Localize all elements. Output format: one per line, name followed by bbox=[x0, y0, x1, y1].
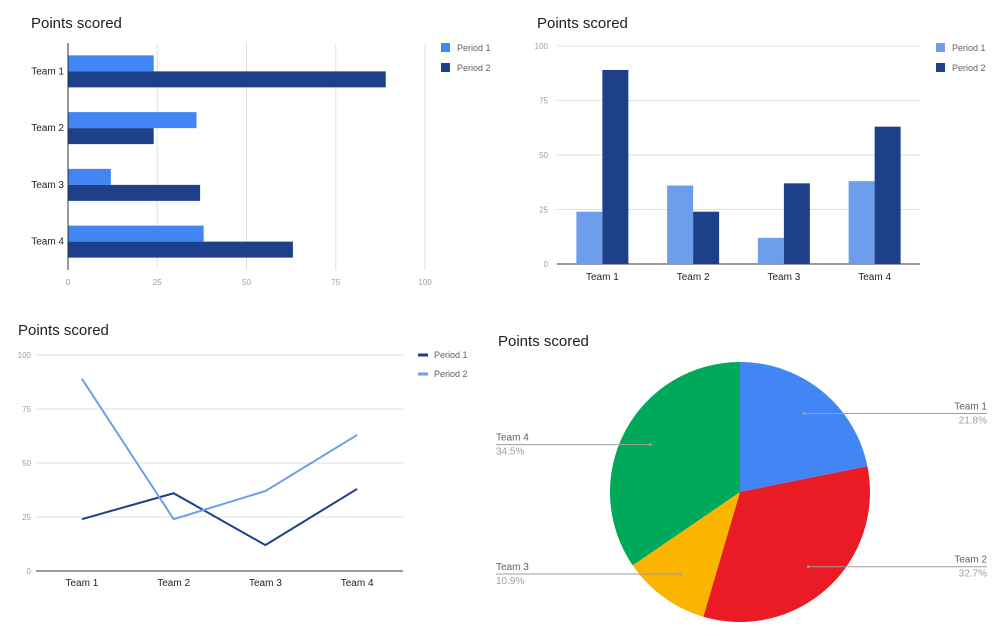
bar bbox=[68, 241, 293, 258]
leader-dot bbox=[678, 572, 682, 576]
pie-slice bbox=[703, 466, 870, 622]
tick-label: 25 bbox=[22, 513, 31, 522]
leader-dot bbox=[802, 412, 806, 416]
bar bbox=[68, 55, 154, 72]
category-label: Team 4 bbox=[858, 272, 891, 283]
pie-slice bbox=[610, 362, 740, 566]
slice-percent: 10.9% bbox=[496, 576, 524, 587]
category-label: Team 3 bbox=[249, 578, 282, 589]
slice-label: Team 2 bbox=[954, 555, 987, 566]
leader-dot bbox=[807, 565, 811, 569]
legend-label: Period 1 bbox=[457, 43, 491, 53]
tick-label: 75 bbox=[539, 97, 548, 106]
tick-label: 75 bbox=[22, 405, 31, 414]
legend-label: Period 1 bbox=[952, 43, 986, 53]
bar bbox=[602, 69, 629, 264]
tick-label: 100 bbox=[535, 42, 549, 51]
tick-label: 50 bbox=[539, 151, 548, 160]
chart-title: Points scored bbox=[18, 322, 109, 339]
tick-label: 0 bbox=[27, 567, 32, 576]
bar bbox=[783, 183, 810, 264]
legend-swatch bbox=[936, 63, 945, 72]
line-chart: Points scored 0 25 50 75 100 Team 1 Team 2 Team … bbox=[18, 322, 468, 589]
bar bbox=[68, 168, 111, 185]
pie-chart: Points scored Team 1 21.8% Team 2 32.7% Team … bbox=[496, 333, 987, 622]
tick-label: 25 bbox=[153, 278, 162, 287]
legend-label: Period 1 bbox=[434, 350, 468, 360]
series-line bbox=[81, 378, 358, 521]
pie-slice bbox=[740, 362, 868, 492]
slice-percent: 34.5% bbox=[496, 447, 524, 458]
tick-label: 100 bbox=[18, 351, 32, 360]
tick-label: 0 bbox=[544, 260, 549, 269]
category-label: Team 3 bbox=[767, 272, 800, 283]
bar bbox=[667, 185, 694, 264]
vertical-bar-chart: Points scored 0 25 50 75 100 Team 1 Team 2 Team … bbox=[535, 15, 986, 283]
legend-label: Period 2 bbox=[952, 63, 986, 73]
bar bbox=[68, 225, 204, 242]
chart-title: Points scored bbox=[537, 15, 628, 32]
slice-label: Team 4 bbox=[496, 433, 529, 444]
category-label: Team 3 bbox=[31, 180, 64, 191]
tick-label: 50 bbox=[242, 278, 251, 287]
legend-label: Period 2 bbox=[434, 369, 468, 379]
chart-title: Points scored bbox=[498, 333, 589, 350]
slice-label: Team 1 bbox=[954, 402, 987, 413]
category-label: Team 1 bbox=[31, 66, 64, 77]
bar bbox=[848, 181, 875, 264]
legend-swatch bbox=[441, 43, 450, 52]
legend-label: Period 2 bbox=[457, 63, 491, 73]
category-label: Team 4 bbox=[341, 578, 374, 589]
legend-swatch bbox=[441, 63, 450, 72]
slice-label: Team 3 bbox=[496, 562, 529, 573]
category-label: Team 1 bbox=[65, 578, 98, 589]
category-label: Team 2 bbox=[31, 123, 64, 134]
chart-title: Points scored bbox=[31, 15, 122, 32]
category-label: Team 4 bbox=[31, 237, 64, 248]
horizontal-bar-chart: Points scored 0 25 50 75 100 Team 1 Team 2 Team … bbox=[31, 15, 491, 287]
bar bbox=[874, 126, 901, 264]
category-label: Team 2 bbox=[157, 578, 190, 589]
bar bbox=[68, 71, 386, 88]
bar bbox=[68, 184, 201, 201]
bar bbox=[757, 237, 784, 264]
bar bbox=[576, 211, 603, 264]
tick-label: 50 bbox=[22, 459, 31, 468]
tick-label: 75 bbox=[331, 278, 340, 287]
category-label: Team 1 bbox=[586, 272, 619, 283]
pie-slice bbox=[632, 492, 740, 617]
bar bbox=[693, 211, 720, 264]
tick-label: 100 bbox=[418, 278, 432, 287]
slice-percent: 21.8% bbox=[959, 416, 987, 427]
leader-dot bbox=[648, 443, 652, 447]
category-label: Team 2 bbox=[677, 272, 710, 283]
slice-percent: 32.7% bbox=[959, 569, 987, 580]
bar bbox=[68, 128, 154, 145]
bar bbox=[68, 112, 197, 129]
legend-swatch bbox=[936, 43, 945, 52]
series-line bbox=[81, 488, 358, 547]
tick-label: 25 bbox=[539, 206, 548, 215]
tick-label: 0 bbox=[66, 278, 71, 287]
